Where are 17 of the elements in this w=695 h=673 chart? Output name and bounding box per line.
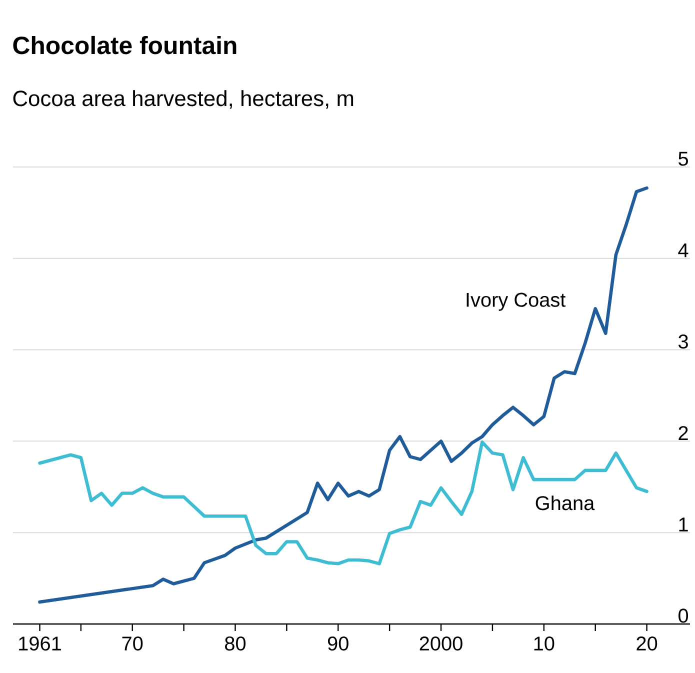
x-tick-label: 90 bbox=[328, 636, 348, 651]
chart-title: Chocolate fountain bbox=[13, 36, 236, 54]
y-tick-label: 1 bbox=[679, 518, 688, 532]
x-tick-label: 20 bbox=[636, 636, 658, 651]
y-tick-label: 4 bbox=[678, 243, 688, 258]
chart-subtitle: Cocoa area harvested, hectares, m bbox=[13, 90, 354, 109]
x-tick-label: 10 bbox=[534, 636, 554, 651]
y-tick-label: 0 bbox=[678, 608, 688, 623]
y-tick-label: 5 bbox=[678, 152, 688, 166]
x-tick-label: 2000 bbox=[420, 636, 462, 651]
series-label: Ghana bbox=[536, 496, 595, 510]
y-tick-label: 3 bbox=[678, 334, 688, 349]
series-label: Ivory Coast bbox=[466, 292, 566, 311]
x-tick-label: 80 bbox=[225, 636, 246, 651]
x-tick-label: 70 bbox=[122, 636, 143, 651]
x-tick-label: 1961 bbox=[19, 636, 61, 651]
y-tick-label: 2 bbox=[678, 426, 688, 440]
